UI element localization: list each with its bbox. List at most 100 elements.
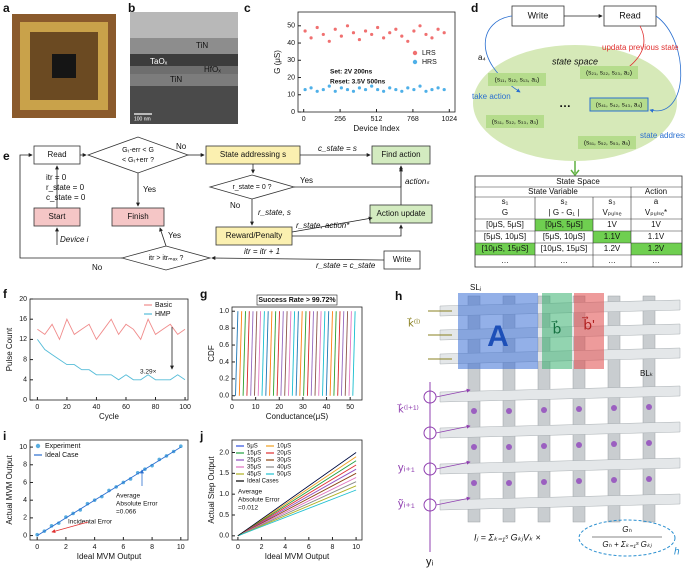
decision	[120, 245, 212, 271]
layer-label: TiN	[170, 75, 182, 84]
annotation: 3.29×	[140, 369, 157, 376]
point	[107, 488, 111, 493]
read-box	[603, 5, 657, 27]
annotation: Average	[116, 493, 140, 500]
point	[339, 86, 343, 90]
decision-label: Gₜ-err < G	[122, 147, 154, 154]
x-axis-label: Conductance(μS)	[266, 412, 329, 421]
y-tick-label: 40	[287, 40, 295, 47]
node-label: Read	[47, 150, 66, 159]
x-tick-label: 0	[236, 544, 240, 551]
node-label: State addressing s	[220, 150, 286, 159]
layer-label: HfOₓ	[204, 65, 221, 74]
decision	[86, 136, 190, 174]
table-frame	[474, 175, 683, 268]
table-cell: 1.2V	[604, 244, 621, 253]
series-line	[310, 311, 314, 396]
yt-label: ỹᵢ₊₁	[398, 498, 415, 510]
y-tick-label: 6	[23, 479, 27, 486]
x-tick-label: 1024	[442, 116, 458, 123]
table-cell: 1.1V	[604, 232, 621, 241]
series-line	[257, 311, 262, 396]
table-cell: [10μS, 15μS]	[541, 244, 588, 253]
legend-label: 5μS	[247, 444, 258, 450]
state: (s₃₁, s₃₂, s₃₃, a₃)	[492, 119, 538, 126]
legend-label: Ideal Case	[45, 452, 79, 459]
point	[351, 31, 356, 35]
decision-label: < Gₜ+err ?	[122, 157, 154, 164]
series-line	[237, 452, 357, 537]
point	[400, 34, 404, 38]
x-tick-label: 256	[334, 116, 346, 123]
point	[303, 87, 307, 92]
decision-label: r_state = 0 ?	[232, 184, 271, 191]
x-tick-label: 8	[331, 544, 335, 551]
legend-swatch	[412, 50, 418, 56]
y-tick-label: 0	[291, 109, 295, 116]
series-line	[237, 464, 357, 537]
point	[345, 87, 350, 92]
state-table: State Space State Variable Action s₁ s₂ …	[474, 175, 683, 268]
x-tick-label: 0	[35, 544, 39, 551]
note: itr = 0	[46, 173, 67, 182]
legend-label: HRS	[422, 59, 437, 66]
highlight	[631, 243, 682, 255]
y1-label: yᵢ₊₁	[398, 462, 415, 474]
node-label: Find action	[381, 150, 420, 159]
y-tick-label: 1.5	[219, 470, 229, 477]
panel-letter: j	[199, 429, 203, 443]
plot-frame	[29, 439, 189, 541]
series-line	[237, 460, 357, 537]
table-cell: …	[501, 256, 509, 265]
table-head: s₃	[608, 197, 615, 206]
k-label: k⃗⁽ˡ⁾	[407, 317, 420, 330]
y-tick-label: 0.8	[219, 325, 229, 332]
x-tick-label: 10	[352, 544, 360, 551]
vector-b	[542, 293, 572, 369]
point	[351, 89, 356, 93]
x-tick-label: 0	[302, 116, 306, 123]
state-box	[589, 97, 649, 112]
chip-photo	[12, 14, 116, 118]
state: (s₁₁, s₁₂, s₁₃, a₁)	[495, 77, 540, 84]
x-tick-label: 6	[121, 544, 125, 551]
panel-letter: d	[471, 1, 478, 15]
point	[442, 31, 446, 35]
fraction-top: Gₕ	[622, 525, 632, 534]
note: No	[230, 201, 241, 210]
table-cell: 1V	[651, 220, 661, 229]
point	[309, 86, 313, 90]
series-line	[37, 318, 186, 341]
y-tick-label: 8	[23, 462, 27, 469]
x-tick-label: 0	[35, 404, 39, 411]
vector-label: b⃗	[551, 320, 562, 337]
series-line	[237, 485, 357, 537]
y-tick-label: 0.5	[219, 512, 229, 519]
x-tick-label: 2	[260, 544, 264, 551]
chip-die	[52, 54, 76, 78]
y-tick-label: 0.2	[219, 376, 229, 383]
series-line	[314, 311, 318, 396]
node	[371, 145, 431, 165]
table-head: s₁	[502, 197, 509, 206]
read-label: Read	[619, 10, 641, 20]
table-cell: [0μS, 5μS]	[486, 220, 524, 229]
series-line	[276, 311, 280, 396]
legend-label: 25μS	[247, 458, 261, 464]
panel-letter: c	[244, 1, 251, 15]
y-axis-label: G (μS)	[273, 50, 282, 74]
point	[333, 89, 337, 93]
table-cell: [10μS, 15μS]	[482, 244, 529, 253]
x-tick-label: 80	[152, 404, 160, 411]
plot-frame	[231, 439, 363, 541]
y-tick-label: 0.6	[219, 342, 229, 349]
node-label: Start	[49, 212, 67, 221]
highlight	[475, 243, 535, 255]
write-label: Write	[528, 10, 549, 20]
legend-swatch	[412, 59, 418, 65]
series-line	[269, 311, 273, 396]
point	[430, 36, 434, 40]
legend-label: Experiment	[45, 443, 80, 450]
series-line	[344, 311, 349, 396]
x-axis-label: Ideal MVM Output	[265, 552, 330, 561]
